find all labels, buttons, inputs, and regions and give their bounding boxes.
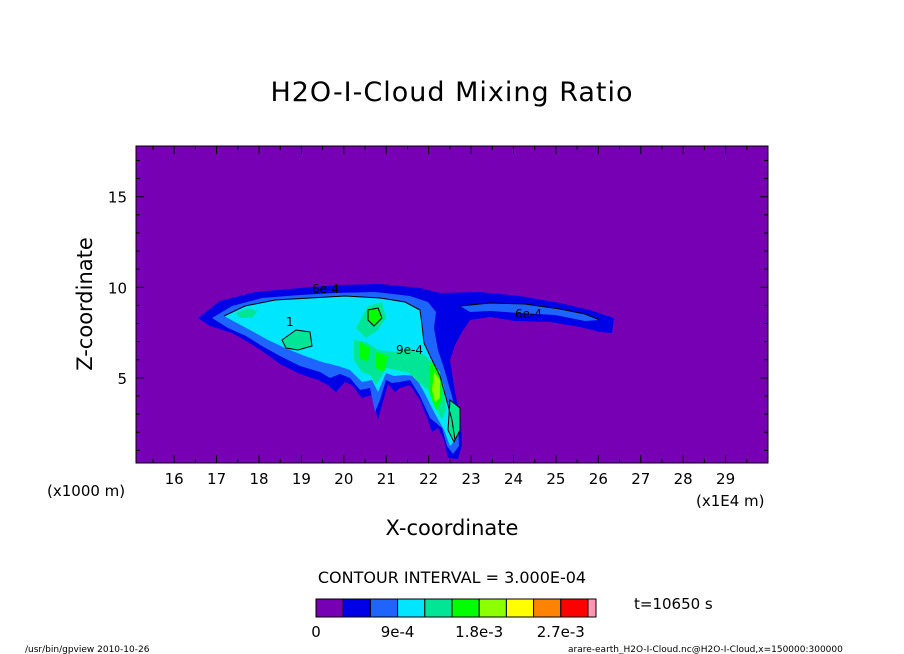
x-tick-label: 29 xyxy=(716,470,735,488)
y-tick-label: 5 xyxy=(117,370,127,388)
x-tick-label: 21 xyxy=(377,470,396,488)
colorbar-tick-label: 2.7e-3 xyxy=(537,623,585,641)
contour-level-3 xyxy=(224,296,455,446)
footer-right: arare-earth_H2O-I-Cloud.nc@H2O-I-Cloud,x… xyxy=(568,645,843,654)
y-tick-label: 15 xyxy=(108,189,127,207)
colorbar-swatch xyxy=(505,598,535,618)
colorbar-tick-label: 9e-4 xyxy=(381,623,415,641)
time-label: t=10650 s xyxy=(634,595,713,613)
x-tick-label: 25 xyxy=(546,470,565,488)
colorbar-tick-label: 1.8e-3 xyxy=(455,623,503,641)
x-tick-label: 16 xyxy=(165,470,184,488)
colorbar-swatch xyxy=(369,598,399,618)
contour-field xyxy=(198,284,614,459)
x-axis-unit-left: (x1000 m) xyxy=(47,482,125,500)
colorbar-swatch xyxy=(424,598,453,618)
x-tick-label: 19 xyxy=(292,470,311,488)
colorbar-swatch xyxy=(397,598,426,618)
colorbar-swatch xyxy=(342,598,371,618)
contour-label: 6e-4 xyxy=(515,307,542,321)
contour-label: 6e-4 xyxy=(312,282,339,296)
y-axis-ticks: 5 10 15 xyxy=(108,159,768,451)
plot-frame xyxy=(135,145,769,464)
x-tick-label: 28 xyxy=(674,470,693,488)
colorbar-tick-labels: 0 9e-4 1.8e-3 2.7e-3 xyxy=(311,623,585,641)
x-tick-label: 20 xyxy=(334,470,353,488)
x-axis-unit-right: (x1E4 m) xyxy=(696,492,765,510)
colorbar-swatch xyxy=(560,598,589,618)
colorbar xyxy=(315,598,597,618)
y-axis-label: Z-coordinate xyxy=(73,237,97,371)
y-tick-label: 10 xyxy=(108,279,127,297)
x-axis-ticks: 16 17 18 19 20 21 22 23 24 25 26 27 28 29 xyxy=(152,146,748,488)
contour-label: 9e-4 xyxy=(396,343,423,357)
contour-interval-text: CONTOUR INTERVAL = 3.000E-04 xyxy=(318,568,586,587)
colorbar-swatch xyxy=(533,598,562,618)
footer-left: /usr/bin/gpview 2010-10-26 xyxy=(25,645,150,654)
contour-level-6 xyxy=(432,372,440,402)
contour-level-4 xyxy=(236,302,460,442)
colorbar-swatch xyxy=(451,598,480,618)
x-axis-label: X-coordinate xyxy=(386,516,519,540)
x-tick-label: 24 xyxy=(504,470,523,488)
x-tick-label: 22 xyxy=(419,470,438,488)
x-tick-label: 18 xyxy=(249,470,268,488)
chart-title: H2O-I-Cloud Mixing Ratio xyxy=(270,77,633,108)
x-tick-label: 27 xyxy=(631,470,650,488)
x-tick-label: 17 xyxy=(207,470,226,488)
colorbar-swatch xyxy=(587,598,597,618)
contour-lines xyxy=(223,295,601,444)
colorbar-tick-label: 0 xyxy=(311,623,321,641)
x-tick-label: 23 xyxy=(462,470,481,488)
x-tick-label: 26 xyxy=(589,470,608,488)
contour-label: 1 xyxy=(286,315,294,329)
colorbar-swatch xyxy=(315,598,344,618)
colorbar-swatch xyxy=(478,598,507,618)
